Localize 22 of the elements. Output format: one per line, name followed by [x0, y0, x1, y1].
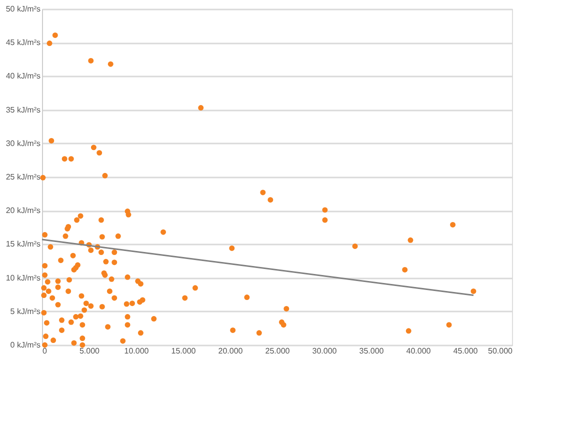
x-tick-label: 45.000 — [453, 346, 478, 356]
y-tick-label: 45 kJ/m²s — [6, 38, 40, 48]
y-tick-label: 35 kJ/m²s — [6, 105, 40, 114]
y-tick-label: 0 kJ/m²s — [10, 340, 40, 350]
x-tick-label: 35.000 — [359, 346, 384, 356]
x-tick-label: 30.000 — [312, 346, 338, 356]
x-tick-label: 40.000 — [406, 346, 432, 356]
y-tick-label: 50 kJ/m²s — [6, 4, 40, 14]
y-tick-label: 5 kJ/m²s — [10, 306, 40, 316]
x-tick-label: 0 — [42, 346, 48, 356]
x-tick-label: 15.000 — [171, 346, 196, 356]
x-tick-label: 5.000 — [79, 346, 100, 356]
x-tick-label: 50.000 — [488, 346, 514, 356]
x-tick-label: 25.000 — [265, 346, 290, 356]
x-tick-label: 10.000 — [124, 346, 150, 356]
y-tick-label: 40 kJ/m²s — [6, 72, 40, 81]
x-tick-label: 20.000 — [218, 346, 244, 356]
y-tick-label: 25 kJ/m²s — [6, 172, 40, 182]
y-tick-label: 30 kJ/m²s — [6, 138, 40, 148]
y-tick-label: 15 kJ/m²s — [6, 240, 40, 249]
y-tick-label: 20 kJ/m²s — [6, 206, 40, 216]
y-tick-label: 10 kJ/m²s — [6, 273, 40, 282]
